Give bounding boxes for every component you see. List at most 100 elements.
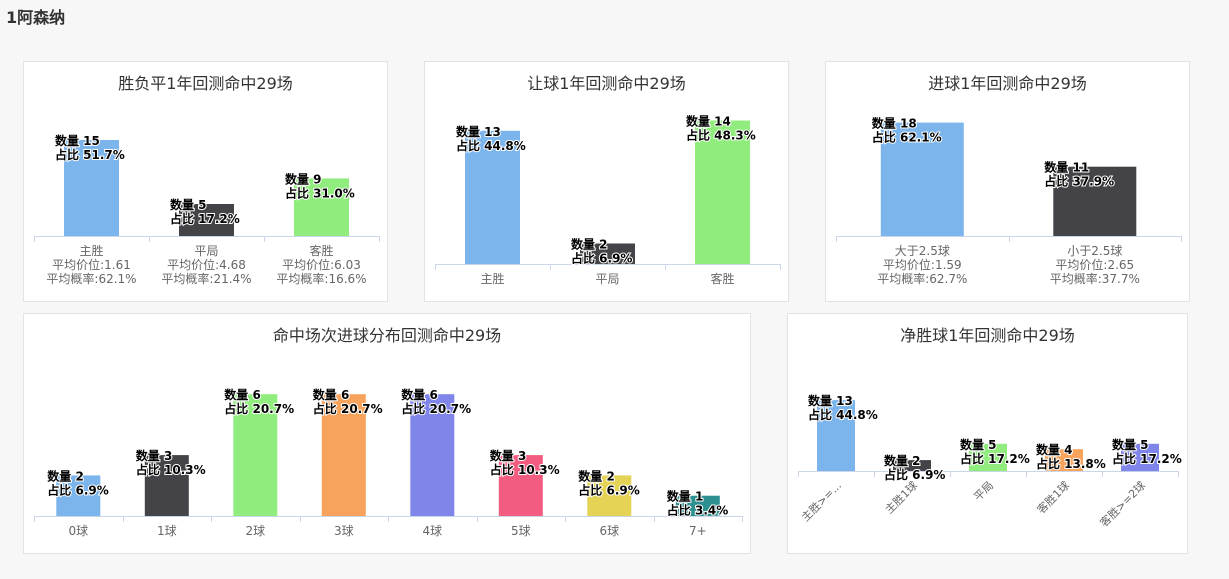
- goal-dist-bar-7: [675, 495, 720, 516]
- goal-dist-bar-2: [233, 394, 278, 516]
- goal-dist-data-label-count: 数量 1: [667, 489, 704, 504]
- goal-dist-category-label: 5球: [511, 524, 531, 538]
- wdl-category-detail: 平均价位:4.68: [167, 257, 246, 272]
- wdl-bar-1: [179, 204, 234, 236]
- wdl-data-label-count: 数量 5: [170, 197, 207, 212]
- handicap-bar-2: [695, 120, 750, 264]
- goal-dist-category-label: 2球: [245, 524, 265, 538]
- goal-dist-data-label-percent: 占比 6.9%: [578, 482, 639, 497]
- goal-dist-data-label-count: 数量 2: [47, 468, 84, 483]
- goal-dist-data-label-percent: 占比 6.9%: [47, 482, 108, 497]
- margin-category-label: 客胜>=2球: [1097, 478, 1148, 529]
- margin-category-label: 客胜1球: [1034, 478, 1072, 516]
- goal-dist-data-label-percent: 占比 3.4%: [667, 503, 728, 518]
- wdl-category-detail: 平均概率:62.1%: [46, 271, 136, 286]
- wdl-bar-0: [64, 140, 119, 236]
- handicap-chart-title: 让球1年回测命中29场: [527, 74, 686, 93]
- goal-dist-bar-3: [321, 394, 366, 516]
- margin-data-label-percent: 占比 44.8%: [808, 407, 878, 422]
- wdl-data-label-count: 数量 15: [55, 133, 100, 148]
- goal-dist-data-label-count: 数量 3: [490, 448, 527, 463]
- margin-data-label-percent: 占比 6.9%: [884, 467, 945, 482]
- margin-bar-4: [1121, 443, 1159, 472]
- wdl-category-detail: 平均价位:6.03: [282, 257, 361, 272]
- goal-dist-data-label-percent: 占比 20.7%: [224, 401, 294, 416]
- goals-category-detail: 平均概率:62.7%: [877, 271, 967, 286]
- margin-chart-panel: 净胜球1年回测命中29场 数量 13 占比 44.8% 主胜>=... 数量 2 占比 …: [787, 313, 1188, 554]
- wdl-category-label: 平局: [194, 244, 218, 258]
- handicap-bar-1: [580, 243, 635, 264]
- goals-chart-title: 进球1年回测命中29场: [928, 74, 1087, 93]
- handicap-data-label-count: 数量 2: [571, 237, 608, 252]
- wdl-data-label-percent: 占比 51.7%: [55, 147, 125, 162]
- goal-dist-bar-6: [587, 475, 632, 516]
- goal-dist-chart-panel: 命中场次进球分布回测命中29场 数量 2 占比 6.9% 0球 数量 3 占比 10.3…: [23, 313, 751, 554]
- margin-data-label-count: 数量 5: [960, 437, 997, 452]
- wdl-chart-panel: 胜负平1年回测命中29场 数量 15 占比 51.7% 主胜 平均价位:1.61 平均概…: [23, 61, 388, 302]
- goals-category-label: 小于2.5球: [1067, 244, 1122, 258]
- handicap-category-label: 客胜: [710, 271, 734, 286]
- handicap-chart-panel: 让球1年回测命中29场 数量 13 占比 44.8% 主胜 数量 2 占比 6.9% 平局…: [424, 61, 789, 302]
- handicap-data-label-count: 数量 13: [456, 124, 501, 139]
- handicap-category-label: 主胜: [480, 271, 504, 286]
- handicap-data-label-percent: 占比 6.9%: [571, 251, 632, 266]
- goal-dist-bar-0: [56, 475, 101, 516]
- margin-chart-title: 净胜球1年回测命中29场: [900, 326, 1075, 345]
- goals-data-label-percent: 占比 37.9%: [1044, 174, 1114, 189]
- goal-dist-data-label-count: 数量 3: [136, 448, 173, 463]
- goal-dist-chart-title: 命中场次进球分布回测命中29场: [272, 326, 502, 345]
- goals-bar-1: [1053, 166, 1137, 236]
- goal-dist-data-label-count: 数量 6: [401, 387, 438, 402]
- goal-dist-bar-4: [410, 394, 455, 516]
- wdl-data-label-count: 数量 9: [285, 171, 322, 186]
- goal-dist-category-label: 0球: [68, 524, 88, 538]
- handicap-bar-0: [465, 130, 520, 265]
- margin-category-label: 主胜>=...: [798, 478, 844, 524]
- goal-dist-category-label: 6球: [599, 524, 619, 538]
- goals-category-detail: 平均价位:2.65: [1055, 257, 1134, 272]
- wdl-category-label: 客胜: [309, 243, 333, 258]
- margin-bar-0: [817, 400, 855, 471]
- handicap-category-label: 平局: [595, 272, 619, 286]
- handicap-data-label-count: 数量 14: [686, 114, 731, 129]
- margin-data-label-count: 数量 5: [1112, 437, 1149, 452]
- goal-dist-data-label-percent: 占比 20.7%: [313, 401, 383, 416]
- goal-dist-category-label: 7+: [689, 524, 707, 538]
- margin-data-label-count: 数量 4: [1036, 442, 1073, 457]
- margin-bar-2: [969, 443, 1007, 472]
- margin-bar-3: [1045, 449, 1083, 471]
- goal-dist-bar-5: [498, 455, 543, 516]
- margin-bar-1: [893, 460, 931, 471]
- goals-category-detail: 平均价位:1.59: [883, 257, 962, 272]
- handicap-data-label-percent: 占比 44.8%: [456, 138, 526, 153]
- margin-data-label-percent: 占比 13.8%: [1036, 456, 1106, 471]
- wdl-category-detail: 平均概率:21.4%: [161, 271, 251, 286]
- wdl-chart-title: 胜负平1年回测命中29场: [118, 74, 293, 93]
- wdl-category-detail: 平均概率:16.6%: [276, 271, 366, 286]
- goal-dist-category-label: 4球: [422, 524, 442, 538]
- margin-category-label: 主胜1球: [882, 478, 920, 516]
- wdl-category-detail: 平均价位:1.61: [52, 257, 131, 272]
- wdl-bar-2: [294, 178, 349, 236]
- margin-data-label-count: 数量 13: [808, 393, 853, 408]
- goal-dist-data-label-count: 数量 6: [313, 387, 350, 402]
- handicap-data-label-percent: 占比 48.3%: [686, 128, 756, 143]
- goals-data-label-percent: 占比 62.1%: [872, 130, 942, 145]
- margin-data-label-count: 数量 2: [884, 453, 921, 468]
- goal-dist-category-label: 1球: [157, 524, 177, 538]
- goal-dist-data-label-percent: 占比 10.3%: [136, 462, 206, 477]
- goal-dist-category-label: 3球: [334, 524, 354, 538]
- margin-data-label-percent: 占比 17.2%: [1112, 451, 1182, 466]
- margin-category-label: 平局: [971, 479, 996, 504]
- goals-category-detail: 平均概率:37.7%: [1050, 271, 1140, 286]
- margin-data-label-percent: 占比 17.2%: [960, 451, 1030, 466]
- goal-dist-data-label-count: 数量 6: [224, 387, 261, 402]
- goals-data-label-count: 数量 18: [872, 116, 917, 131]
- goal-dist-data-label-percent: 占比 20.7%: [401, 401, 471, 416]
- wdl-data-label-percent: 占比 17.2%: [170, 211, 240, 226]
- goals-chart-panel: 进球1年回测命中29场 数量 18 占比 62.1% 大于2.5球 平均价位:1.59…: [825, 61, 1190, 302]
